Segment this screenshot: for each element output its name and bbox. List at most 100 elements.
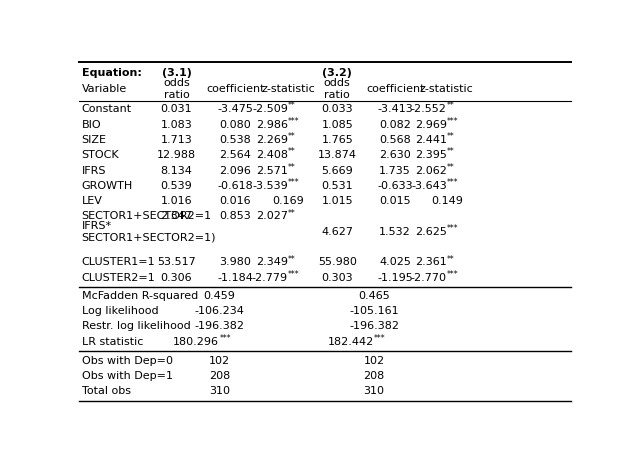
Text: 2.986: 2.986 <box>256 120 288 130</box>
Text: -3.539: -3.539 <box>252 181 288 191</box>
Text: McFadden R-squared: McFadden R-squared <box>82 291 198 301</box>
Text: ***: *** <box>219 334 231 343</box>
Text: -0.618: -0.618 <box>217 181 254 191</box>
Text: 0.539: 0.539 <box>160 181 192 191</box>
Text: 0.015: 0.015 <box>379 196 411 206</box>
Text: -2.779: -2.779 <box>252 273 288 283</box>
Text: -105.161: -105.161 <box>349 306 399 316</box>
Text: 2.062: 2.062 <box>415 165 447 175</box>
Text: ***: *** <box>288 270 300 279</box>
Text: (3.1): (3.1) <box>162 68 191 78</box>
Text: 0.306: 0.306 <box>161 273 192 283</box>
Text: **: ** <box>288 163 296 172</box>
Text: ***: *** <box>447 270 458 279</box>
Text: 2.395: 2.395 <box>415 150 447 160</box>
Text: STOCK: STOCK <box>82 150 119 160</box>
Text: 1.015: 1.015 <box>321 196 353 206</box>
Text: 1.765: 1.765 <box>321 135 353 145</box>
Text: z-statistic: z-statistic <box>261 84 315 94</box>
Text: CLUSTER1=1: CLUSTER1=1 <box>82 257 155 267</box>
Text: **: ** <box>288 148 296 156</box>
Text: 0.853: 0.853 <box>219 212 251 222</box>
Text: 12.988: 12.988 <box>157 150 196 160</box>
Text: 1.085: 1.085 <box>321 120 353 130</box>
Text: -3.413: -3.413 <box>377 104 413 114</box>
Text: -3.643: -3.643 <box>411 181 447 191</box>
Text: -2.770: -2.770 <box>411 273 447 283</box>
Text: 0.033: 0.033 <box>321 104 353 114</box>
Text: 102: 102 <box>363 356 385 366</box>
Text: -3.475: -3.475 <box>217 104 254 114</box>
Text: IFRS*
SECTOR1+SECTOR2=1): IFRS* SECTOR1+SECTOR2=1) <box>82 221 216 243</box>
Text: Total obs: Total obs <box>82 386 131 396</box>
Text: **: ** <box>447 132 455 141</box>
Text: (3.2): (3.2) <box>322 68 352 78</box>
Text: **: ** <box>288 132 296 141</box>
Text: -196.382: -196.382 <box>349 321 399 331</box>
Text: 182.442: 182.442 <box>328 337 374 347</box>
Text: 55.980: 55.980 <box>318 257 357 267</box>
Text: 1.016: 1.016 <box>161 196 192 206</box>
Text: z-statistic: z-statistic <box>420 84 474 94</box>
Text: coefficient: coefficient <box>206 84 265 94</box>
Text: 0.080: 0.080 <box>219 120 251 130</box>
Text: 4.025: 4.025 <box>379 257 411 267</box>
Text: 2.630: 2.630 <box>379 150 411 160</box>
Text: 13.874: 13.874 <box>318 150 357 160</box>
Text: 8.134: 8.134 <box>160 165 193 175</box>
Text: Equation:: Equation: <box>82 68 141 78</box>
Text: 0.149: 0.149 <box>431 196 463 206</box>
Text: ***: *** <box>447 178 458 187</box>
Text: 1.713: 1.713 <box>160 135 192 145</box>
Text: **: ** <box>447 101 455 111</box>
Text: 2.625: 2.625 <box>415 227 447 237</box>
Text: 3.980: 3.980 <box>219 257 252 267</box>
Text: ***: *** <box>374 334 385 343</box>
Text: 2.969: 2.969 <box>415 120 447 130</box>
Text: 0.082: 0.082 <box>379 120 411 130</box>
Text: IFRS: IFRS <box>82 165 107 175</box>
Text: ***: *** <box>447 224 458 233</box>
Text: **: ** <box>447 148 455 156</box>
Text: **: ** <box>447 255 455 264</box>
Text: 2.027: 2.027 <box>256 212 288 222</box>
Text: 0.465: 0.465 <box>358 291 390 301</box>
Text: 2.441: 2.441 <box>415 135 447 145</box>
Text: 0.531: 0.531 <box>321 181 353 191</box>
Text: 208: 208 <box>363 371 385 381</box>
Text: Constant: Constant <box>82 104 132 114</box>
Text: -106.234: -106.234 <box>195 306 244 316</box>
Text: 2.349: 2.349 <box>256 257 288 267</box>
Text: 2.347: 2.347 <box>160 212 193 222</box>
Text: 0.538: 0.538 <box>219 135 251 145</box>
Text: **: ** <box>288 255 296 264</box>
Text: GROWTH: GROWTH <box>82 181 133 191</box>
Text: SECTOR1+SECTOR2=1: SECTOR1+SECTOR2=1 <box>82 212 212 222</box>
Text: 0.169: 0.169 <box>272 196 304 206</box>
Text: CLUSTER2=1: CLUSTER2=1 <box>82 273 155 283</box>
Text: 208: 208 <box>209 371 230 381</box>
Text: 102: 102 <box>209 356 230 366</box>
Text: 0.459: 0.459 <box>204 291 235 301</box>
Text: -2.552: -2.552 <box>411 104 447 114</box>
Text: Variable: Variable <box>82 84 127 94</box>
Text: Log likelihood: Log likelihood <box>82 306 158 316</box>
Text: **: ** <box>288 101 296 111</box>
Text: 4.627: 4.627 <box>321 227 353 237</box>
Text: 2.269: 2.269 <box>256 135 288 145</box>
Text: 53.517: 53.517 <box>157 257 196 267</box>
Text: ***: *** <box>288 117 300 126</box>
Text: LR statistic: LR statistic <box>82 337 143 347</box>
Text: Restr. log likelihood: Restr. log likelihood <box>82 321 190 331</box>
Text: 1.735: 1.735 <box>379 165 411 175</box>
Text: Obs with Dep=1: Obs with Dep=1 <box>82 371 172 381</box>
Text: -1.195: -1.195 <box>377 273 413 283</box>
Text: odds
ratio: odds ratio <box>324 78 351 100</box>
Text: -2.509: -2.509 <box>252 104 288 114</box>
Text: SIZE: SIZE <box>82 135 107 145</box>
Text: 1.532: 1.532 <box>379 227 411 237</box>
Text: 0.016: 0.016 <box>220 196 251 206</box>
Text: 0.031: 0.031 <box>161 104 192 114</box>
Text: **: ** <box>447 163 455 172</box>
Text: 2.564: 2.564 <box>219 150 252 160</box>
